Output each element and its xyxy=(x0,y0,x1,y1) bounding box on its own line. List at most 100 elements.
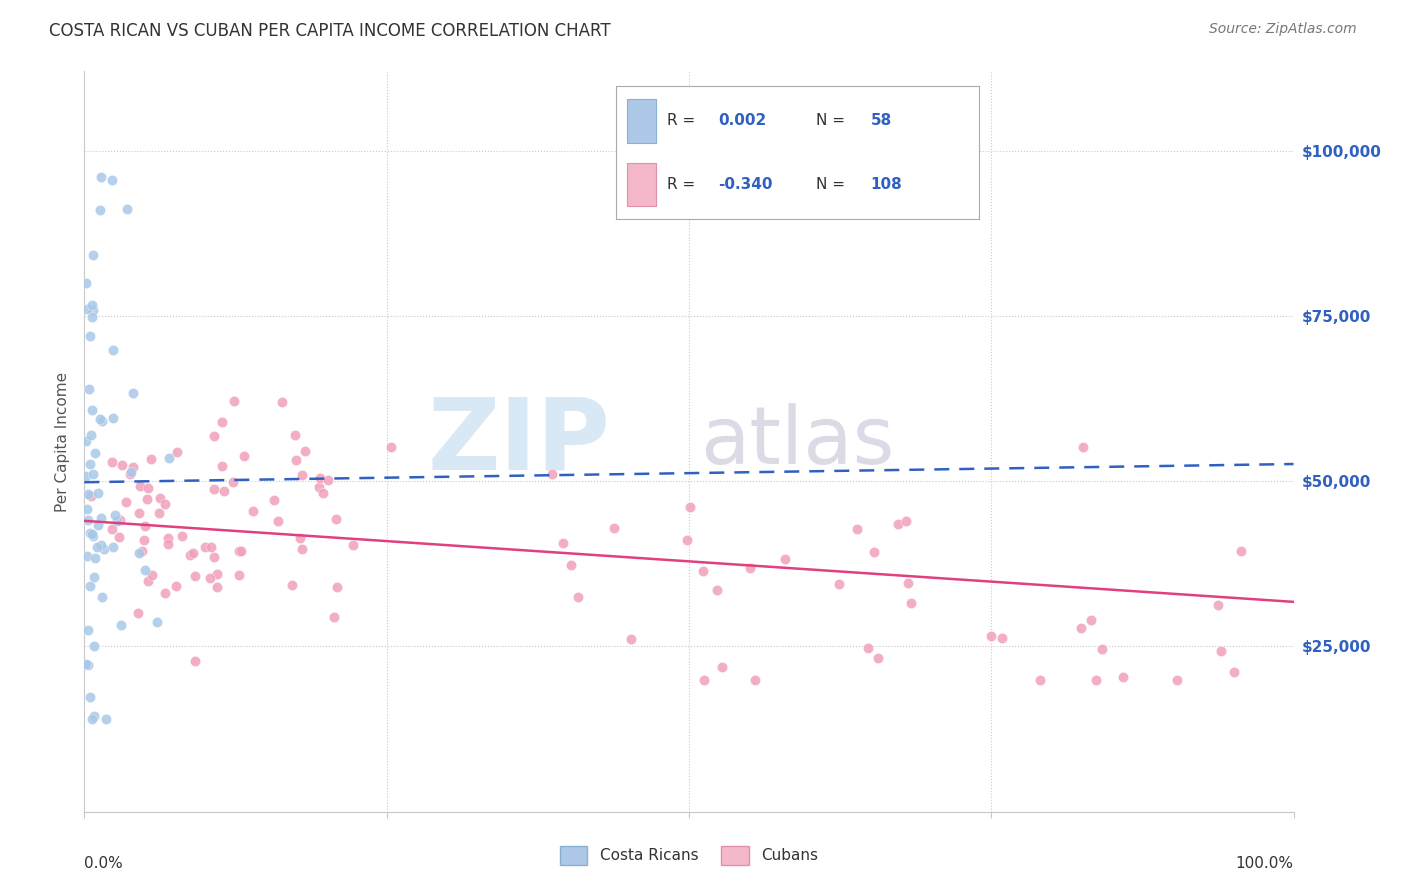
Text: 0.0%: 0.0% xyxy=(84,856,124,871)
Point xyxy=(1080,613,1102,627)
Point xyxy=(308,480,330,494)
Point xyxy=(86,541,108,555)
Point xyxy=(84,551,107,566)
Point xyxy=(710,659,733,673)
Point xyxy=(184,569,207,583)
Point xyxy=(90,170,112,185)
Point xyxy=(181,546,204,560)
Point xyxy=(128,506,150,520)
Point xyxy=(101,173,124,187)
Point xyxy=(1206,598,1229,612)
Point xyxy=(1091,641,1114,656)
Point xyxy=(316,473,339,487)
Point xyxy=(551,536,574,550)
Point xyxy=(80,712,103,726)
Point xyxy=(90,538,112,552)
Point xyxy=(89,412,111,426)
Point xyxy=(567,590,589,604)
Point xyxy=(991,632,1014,646)
Point xyxy=(603,521,626,535)
Point xyxy=(89,203,111,218)
Point xyxy=(166,445,188,459)
Point xyxy=(309,471,332,485)
Y-axis label: Per Capita Income: Per Capita Income xyxy=(55,371,70,512)
Point xyxy=(738,560,761,574)
Point xyxy=(157,537,180,551)
Point xyxy=(153,586,176,600)
Point xyxy=(1070,621,1092,635)
Point xyxy=(194,540,217,554)
Point xyxy=(311,486,333,500)
Point xyxy=(200,540,222,554)
Point xyxy=(75,657,97,671)
Point xyxy=(172,529,194,543)
Point xyxy=(211,458,233,473)
Point xyxy=(165,579,187,593)
Point xyxy=(83,570,105,584)
Point xyxy=(83,709,105,723)
Point xyxy=(1209,644,1232,658)
Text: atlas: atlas xyxy=(700,402,896,481)
Point xyxy=(79,690,101,705)
Point xyxy=(131,543,153,558)
Point xyxy=(82,529,104,543)
Point xyxy=(678,500,700,514)
Point xyxy=(110,618,132,632)
Point xyxy=(148,506,170,520)
Point xyxy=(620,632,643,647)
Point xyxy=(157,531,180,545)
Point xyxy=(291,468,314,483)
Point xyxy=(228,543,250,558)
Point xyxy=(267,514,290,528)
Point xyxy=(887,517,910,532)
Legend: Costa Ricans, Cubans: Costa Ricans, Cubans xyxy=(554,840,824,871)
Point xyxy=(136,482,159,496)
Point xyxy=(80,310,103,325)
Point xyxy=(80,298,103,312)
Point xyxy=(138,574,160,589)
Point xyxy=(77,383,100,397)
Point xyxy=(129,479,152,493)
Point xyxy=(103,343,125,357)
Point xyxy=(141,567,163,582)
Point xyxy=(77,623,100,637)
Point xyxy=(675,533,697,547)
Point xyxy=(284,428,307,442)
Point xyxy=(692,564,714,578)
Point xyxy=(242,503,264,517)
Point xyxy=(202,429,225,443)
Point xyxy=(108,530,131,544)
Point xyxy=(263,492,285,507)
Point xyxy=(76,658,98,673)
Point xyxy=(380,440,402,454)
Point xyxy=(79,457,101,471)
Point xyxy=(127,606,149,620)
Text: COSTA RICAN VS CUBAN PER CAPITA INCOME CORRELATION CHART: COSTA RICAN VS CUBAN PER CAPITA INCOME C… xyxy=(49,22,610,40)
Point xyxy=(204,549,226,564)
Text: Source: ZipAtlas.com: Source: ZipAtlas.com xyxy=(1209,22,1357,37)
Point xyxy=(773,552,796,566)
Point xyxy=(111,458,134,472)
Point xyxy=(540,467,562,481)
Point xyxy=(82,248,104,262)
Point xyxy=(270,394,292,409)
Point xyxy=(77,487,100,501)
Point xyxy=(80,489,103,503)
Point xyxy=(205,566,228,581)
Point xyxy=(141,451,163,466)
Point xyxy=(228,568,250,582)
Point xyxy=(1166,673,1188,687)
Point xyxy=(83,640,105,654)
Point xyxy=(121,385,143,400)
Point xyxy=(87,518,110,533)
Point xyxy=(342,538,364,552)
Point xyxy=(200,571,222,585)
Text: 100.0%: 100.0% xyxy=(1236,856,1294,871)
Point xyxy=(118,467,141,481)
Point xyxy=(90,510,112,524)
Point xyxy=(132,533,155,548)
Point xyxy=(80,526,103,541)
Point xyxy=(101,522,124,536)
Point xyxy=(325,512,347,526)
Point xyxy=(149,491,172,505)
